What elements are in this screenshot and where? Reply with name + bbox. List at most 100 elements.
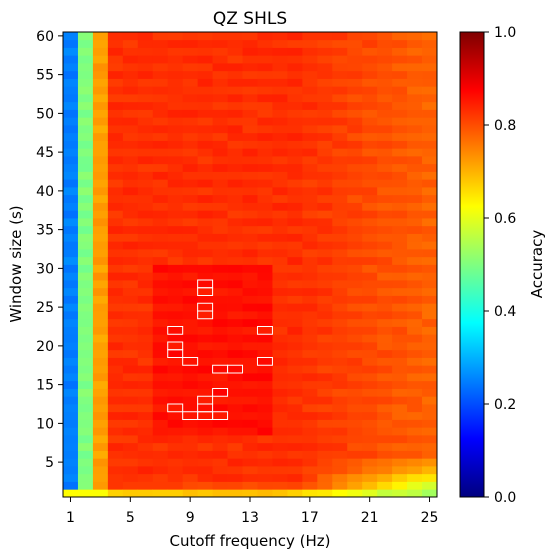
- heatmap-cell: [182, 78, 199, 87]
- heatmap-cell: [92, 156, 109, 165]
- heatmap-cell: [287, 187, 303, 196]
- heatmap-cell: [77, 388, 94, 397]
- heatmap-cell: [197, 140, 213, 149]
- heatmap-cell: [332, 272, 348, 281]
- heatmap-cell: [92, 357, 109, 366]
- heatmap-cell: [152, 326, 169, 335]
- heatmap-cell: [182, 349, 199, 358]
- heatmap-cell: [197, 32, 213, 41]
- heatmap-cell: [137, 94, 154, 103]
- heatmap-cell: [197, 78, 213, 87]
- heatmap-cell: [227, 450, 243, 459]
- heatmap-cell: [392, 404, 408, 413]
- heatmap-cell: [242, 489, 258, 498]
- heatmap-cell: [392, 450, 408, 459]
- heatmap-cell: [77, 179, 94, 188]
- heatmap-cell: [407, 272, 423, 281]
- heatmap-cell: [407, 365, 423, 374]
- heatmap-cell: [317, 70, 333, 79]
- heatmap-cell: [422, 326, 438, 335]
- heatmap-cell: [63, 233, 79, 242]
- heatmap-cell: [107, 450, 124, 459]
- heatmap-cell: [107, 373, 124, 382]
- heatmap-cell: [347, 210, 363, 219]
- heatmap-cell: [212, 233, 228, 242]
- heatmap-cell: [332, 233, 348, 242]
- heatmap-cell: [137, 489, 154, 498]
- heatmap-cell: [407, 171, 423, 180]
- heatmap-cell: [227, 63, 243, 72]
- heatmap-cell: [227, 101, 243, 110]
- heatmap-cell: [287, 163, 303, 172]
- heatmap-cell: [422, 272, 438, 281]
- heatmap-cell: [107, 218, 124, 227]
- heatmap-cell: [63, 86, 79, 95]
- heatmap-cell: [197, 458, 213, 467]
- heatmap-cell: [122, 404, 139, 413]
- heatmap-cell: [137, 117, 154, 126]
- heatmap-cell: [287, 202, 303, 211]
- heatmap-cell: [332, 94, 348, 103]
- heatmap-cell: [287, 450, 303, 459]
- heatmap-cell: [92, 380, 109, 389]
- heatmap-cell: [197, 311, 213, 320]
- heatmap-cell: [167, 101, 184, 110]
- heatmap-cell: [347, 342, 363, 351]
- heatmap-cell: [77, 117, 94, 126]
- heatmap-cell: [272, 148, 288, 157]
- heatmap-cell: [362, 326, 378, 335]
- heatmap-cell: [362, 349, 378, 358]
- heatmap-cell: [77, 210, 94, 219]
- heatmap-cell: [317, 218, 333, 227]
- heatmap-cell: [287, 86, 303, 95]
- heatmap-cell: [92, 55, 109, 64]
- heatmap-cell: [392, 458, 408, 467]
- heatmap-cell: [272, 55, 288, 64]
- heatmap-cell: [287, 70, 303, 79]
- heatmap-cell: [422, 163, 438, 172]
- heatmap-cell: [377, 473, 393, 482]
- heatmap-cell: [92, 349, 109, 358]
- heatmap-cell: [272, 272, 288, 281]
- heatmap-cell: [272, 435, 288, 444]
- heatmap-cell: [287, 233, 303, 242]
- heatmap-cell: [152, 140, 169, 149]
- heatmap-cell: [227, 287, 243, 296]
- heatmap-cell: [92, 202, 109, 211]
- heatmap-cell: [422, 466, 438, 475]
- heatmap-cell: [362, 396, 378, 405]
- heatmap-cell: [167, 179, 184, 188]
- heatmap-cell: [362, 94, 378, 103]
- heatmap-cell: [227, 295, 243, 304]
- heatmap-cell: [212, 435, 228, 444]
- heatmap-cell: [392, 218, 408, 227]
- heatmap-cell: [302, 156, 318, 165]
- heatmap-cell: [197, 373, 213, 382]
- heatmap-cell: [137, 349, 154, 358]
- heatmap-cell: [392, 427, 408, 436]
- heatmap-cell: [242, 32, 258, 41]
- heatmap-cell: [63, 458, 79, 467]
- heatmap-cell: [332, 458, 348, 467]
- heatmap-cell: [332, 326, 348, 335]
- heatmap-cell: [272, 342, 288, 351]
- heatmap-cell: [63, 101, 79, 110]
- heatmap-cell: [122, 241, 139, 250]
- heatmap-cell: [257, 272, 273, 281]
- heatmap-cell: [92, 32, 109, 41]
- x-tick-label: 25: [421, 510, 439, 526]
- heatmap-cell: [242, 194, 258, 203]
- heatmap-cell: [422, 225, 438, 234]
- heatmap-cell: [407, 179, 423, 188]
- heatmap-cell: [242, 349, 258, 358]
- heatmap-cell: [197, 249, 213, 258]
- heatmap-cell: [227, 357, 243, 366]
- heatmap-cell: [272, 334, 288, 343]
- heatmap-cell: [77, 140, 94, 149]
- heatmap-cell: [287, 326, 303, 335]
- heatmap-cell: [347, 194, 363, 203]
- heatmap-cell: [212, 125, 228, 134]
- heatmap-cell: [377, 373, 393, 382]
- heatmap-cell: [362, 380, 378, 389]
